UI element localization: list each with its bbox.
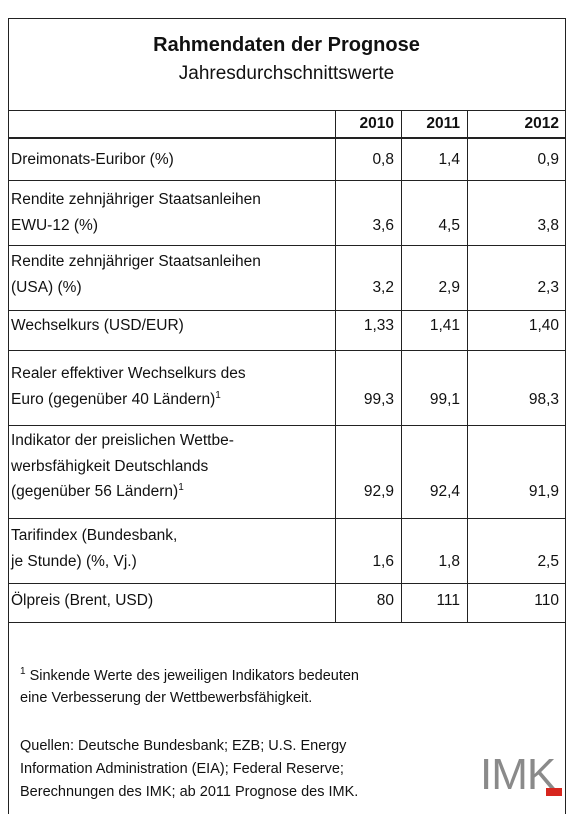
- column-rule: [335, 110, 336, 622]
- row-label: je Stunde) (%, Vj.): [11, 552, 137, 570]
- cell-value: 99,1: [429, 390, 460, 408]
- border: [8, 18, 9, 814]
- cell-value: 92,9: [363, 483, 394, 500]
- cell-value: 110: [534, 592, 559, 609]
- cell-value: 2,5: [537, 552, 559, 570]
- rule: [8, 110, 565, 111]
- title: Rahmendaten der Prognose: [153, 34, 420, 56]
- cell-value: 0,9: [537, 151, 559, 168]
- cell-value: 1,40: [528, 317, 559, 334]
- row-rule: [8, 425, 565, 426]
- rule: [8, 622, 565, 623]
- row-label: Rendite zehnjähriger Staatsanleihen: [11, 253, 261, 270]
- cell-value: 1,33: [363, 317, 394, 334]
- column-header: 2012: [524, 115, 559, 132]
- column-header: 2010: [359, 115, 394, 132]
- cell-value: 1,6: [372, 552, 394, 570]
- cell-value: 92,4: [429, 483, 460, 500]
- row-label: Tarifindex (Bundesbank,: [11, 527, 178, 544]
- footnote-text: Sinkende Werte des jeweiligen Indikators…: [29, 668, 359, 684]
- footnote: 1 Sinkende Werte des jeweiligen Indikator…: [20, 666, 359, 686]
- row-label: Dreimonats-Euribor (%): [11, 151, 174, 168]
- row-rule: [8, 245, 565, 246]
- cell-value: 4,5: [438, 216, 460, 234]
- cell-value: 2,9: [438, 278, 460, 296]
- row-rule: [8, 350, 565, 351]
- cell-value: 1,4: [438, 151, 460, 168]
- rule: [8, 137, 565, 139]
- cell-value: 3,6: [372, 216, 394, 234]
- row-rule: [8, 180, 565, 181]
- cell-value: 91,9: [528, 483, 559, 500]
- cell-value: 1,41: [429, 317, 460, 334]
- cell-value: 99,3: [363, 390, 394, 408]
- cell-value: 3,2: [372, 278, 394, 296]
- row-rule: [8, 310, 565, 311]
- row-rule: [8, 518, 565, 519]
- row-label: Realer effektiver Wechselkurs des: [11, 365, 246, 382]
- cell-value: 80: [376, 592, 394, 609]
- row-label: Euro (gegenüber 40 Ländern)1: [11, 389, 221, 408]
- cell-value: 1,8: [438, 552, 460, 570]
- row-label: Rendite zehnjähriger Staatsanleihen: [11, 191, 261, 208]
- column-rule: [401, 110, 402, 622]
- row-label: Wechselkurs (USD/EUR): [11, 317, 184, 334]
- logo-bar: [546, 788, 562, 796]
- cell-value: 2,3: [537, 278, 559, 296]
- logo: IMK: [480, 750, 562, 800]
- footnote: eine Verbesserung der Wettbewerbsfähigke…: [20, 690, 313, 706]
- row-label: werbsfähigkeit Deutschlands: [11, 457, 209, 475]
- cell-value: 0,8: [372, 151, 394, 168]
- footnote-mark: 1: [20, 666, 26, 677]
- row-label: EWU-12 (%): [11, 216, 98, 234]
- row-label: Ölpreis (Brent, USD): [11, 592, 154, 609]
- column-rule: [467, 110, 468, 622]
- cell-value: 98,3: [528, 390, 559, 408]
- cell-value: 111: [436, 592, 460, 609]
- column-header: 2011: [426, 115, 460, 132]
- border: [8, 18, 565, 19]
- row-rule: [8, 583, 565, 584]
- logo-text: IMK: [480, 750, 556, 799]
- row-label: Indikator der preislichen Wettbe-: [11, 432, 234, 449]
- border: [565, 18, 566, 814]
- footnote-mark: 1: [215, 389, 221, 401]
- sources: Information Administration (EIA); Federa…: [20, 761, 344, 777]
- row-label: (USA) (%): [11, 278, 82, 296]
- sources: Quellen: Deutsche Bundesbank; EZB; U.S. …: [20, 738, 347, 754]
- row-label: (gegenüber 56 Ländern)1: [11, 482, 184, 501]
- subtitle: Jahresdurchschnittswerte: [178, 63, 395, 84]
- footnote-mark: 1: [178, 482, 184, 493]
- sources: Berechnungen des IMK; ab 2011 Prognose d…: [20, 784, 359, 800]
- cell-value: 3,8: [537, 216, 559, 234]
